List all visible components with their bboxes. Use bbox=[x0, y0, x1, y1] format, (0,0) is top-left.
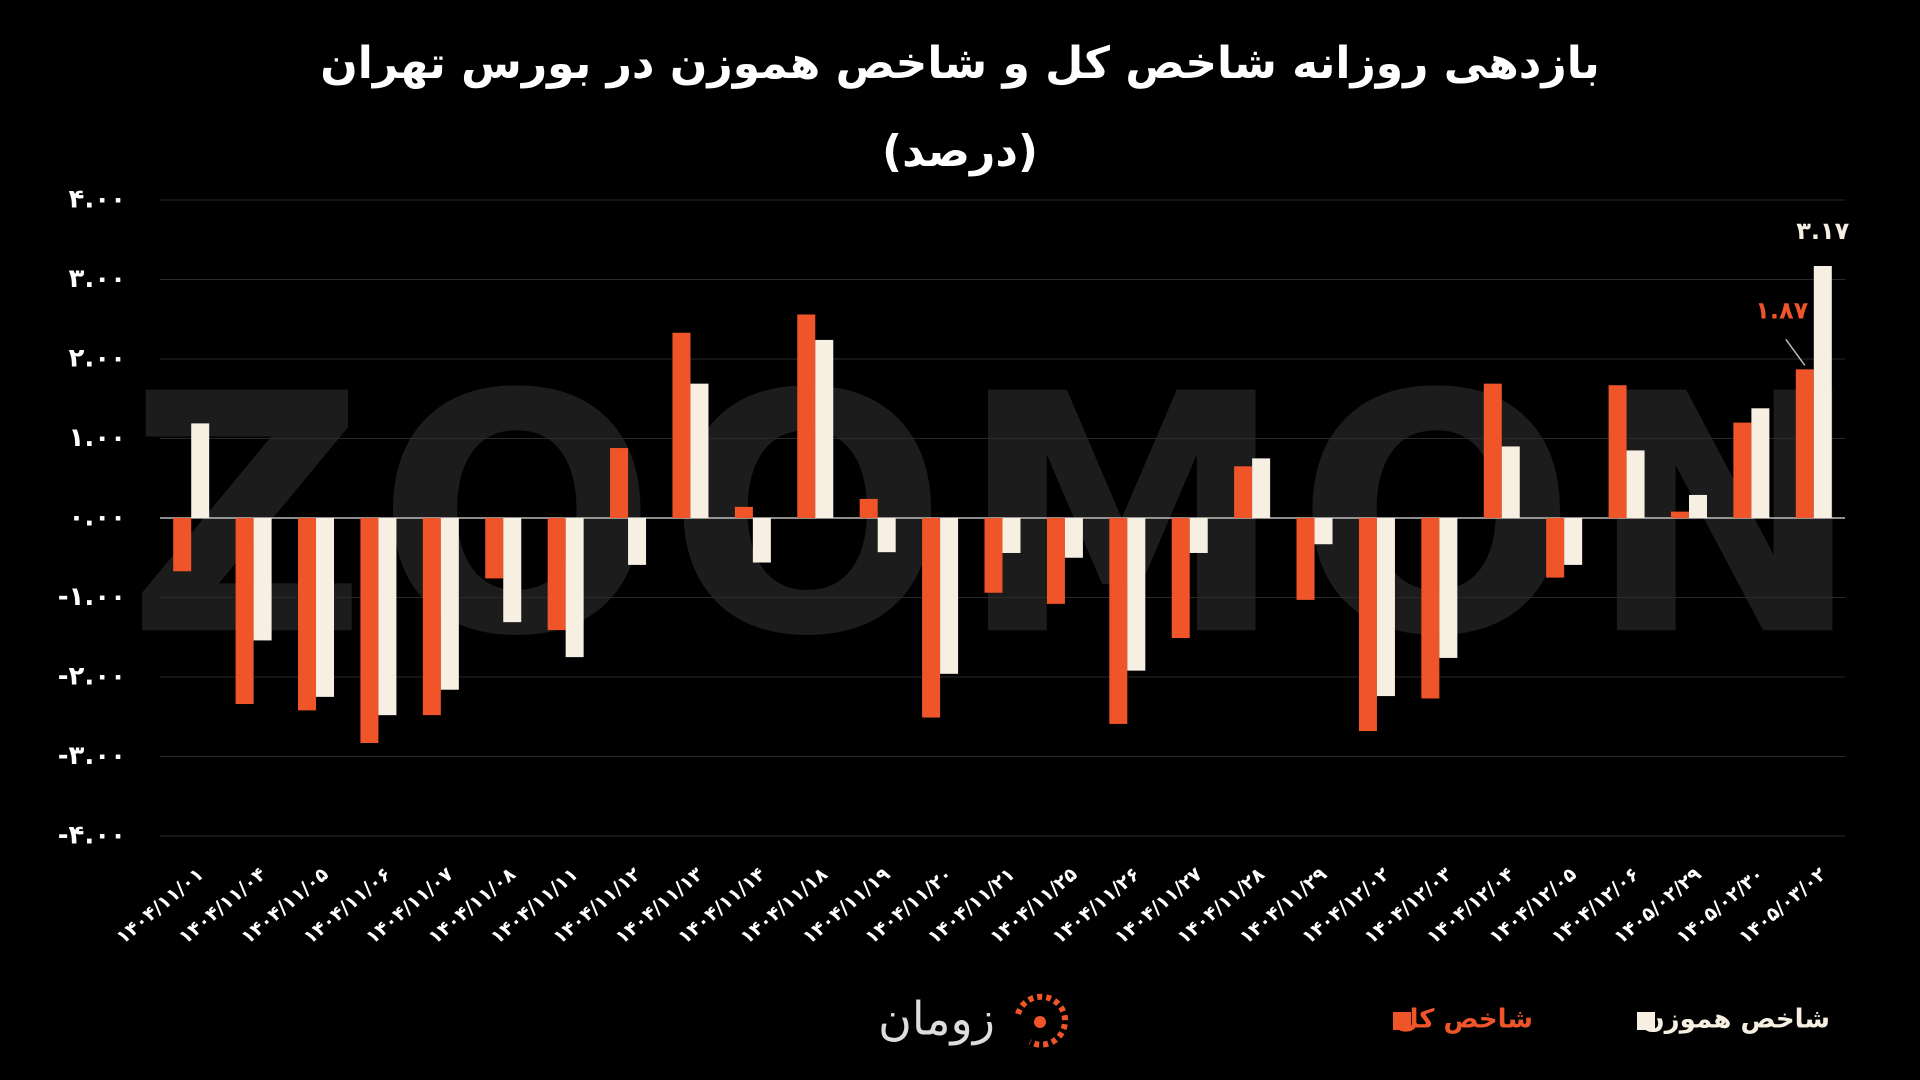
bar bbox=[984, 518, 1003, 593]
bar bbox=[422, 518, 441, 716]
bar bbox=[316, 518, 335, 697]
bar bbox=[1314, 518, 1333, 545]
bar bbox=[378, 518, 397, 716]
bar bbox=[1421, 518, 1440, 699]
bar bbox=[1189, 518, 1208, 553]
bar bbox=[1608, 385, 1627, 518]
bar bbox=[1501, 446, 1520, 518]
bar bbox=[859, 498, 878, 518]
bar bbox=[1252, 458, 1271, 518]
brand-icon bbox=[1015, 993, 1069, 1048]
y-tick-label: -۲.۰۰ bbox=[58, 662, 126, 692]
legend-label: شاخص کل bbox=[1396, 1005, 1533, 1035]
bar bbox=[191, 423, 210, 518]
bar bbox=[672, 332, 691, 518]
bar bbox=[1626, 450, 1645, 518]
bar bbox=[1795, 369, 1814, 518]
bar bbox=[752, 518, 771, 563]
bar bbox=[922, 518, 941, 718]
legend-swatch bbox=[1637, 1012, 1655, 1030]
bar bbox=[503, 518, 522, 623]
bar bbox=[1670, 511, 1689, 518]
bar bbox=[1813, 265, 1832, 518]
bar bbox=[1376, 518, 1395, 697]
bar bbox=[1296, 518, 1315, 600]
bar bbox=[1046, 518, 1065, 604]
y-tick-label: ۲.۰۰ bbox=[69, 344, 126, 374]
bar bbox=[877, 518, 896, 553]
bar bbox=[1564, 518, 1583, 565]
bar bbox=[1483, 383, 1502, 518]
legend-swatch bbox=[1393, 1012, 1411, 1030]
y-tick-label: -۱.۰۰ bbox=[58, 582, 126, 612]
bar bbox=[628, 518, 647, 565]
watermark: ZOOMON bbox=[127, 324, 1872, 708]
legend-label: شاخص هموزن bbox=[1642, 1005, 1830, 1035]
bar bbox=[565, 518, 584, 658]
bar bbox=[690, 383, 709, 518]
value-label: ۳.۱۷ bbox=[1796, 217, 1849, 245]
bar bbox=[298, 518, 317, 711]
y-tick-label: -۴.۰۰ bbox=[58, 821, 126, 851]
value-label: ۱.۸۷ bbox=[1755, 296, 1808, 324]
y-tick-label: ۴.۰۰ bbox=[69, 185, 126, 215]
bar bbox=[547, 518, 566, 631]
bar bbox=[360, 518, 379, 743]
bar bbox=[1002, 518, 1021, 553]
leader-line bbox=[1785, 338, 1806, 366]
y-tick-label: ۱.۰۰ bbox=[69, 423, 126, 453]
bar bbox=[485, 518, 504, 579]
bar bbox=[440, 518, 459, 690]
brand: زومان bbox=[878, 992, 995, 1047]
chart-title: بازدهی روزانه شاخص کل و شاخص هموزن در بو… bbox=[320, 38, 1600, 89]
y-tick-label: ۰.۰۰ bbox=[69, 503, 126, 533]
y-tick-label: -۳.۰۰ bbox=[58, 741, 126, 771]
bar bbox=[1751, 408, 1770, 518]
bar bbox=[1439, 518, 1458, 658]
bar bbox=[1358, 518, 1377, 732]
chart-subtitle: (درصد) bbox=[882, 126, 1038, 177]
y-tick-label: ۳.۰۰ bbox=[69, 264, 126, 294]
bar bbox=[173, 518, 192, 572]
bar bbox=[253, 518, 272, 641]
bar bbox=[1109, 518, 1128, 724]
bar bbox=[797, 314, 816, 518]
bar bbox=[610, 448, 629, 518]
bar bbox=[1688, 494, 1707, 518]
bar bbox=[1546, 518, 1565, 578]
bar bbox=[235, 518, 254, 705]
bar bbox=[940, 518, 959, 674]
bar bbox=[1733, 422, 1752, 518]
bar bbox=[734, 506, 753, 518]
bar bbox=[1234, 466, 1253, 518]
bar bbox=[1064, 518, 1083, 558]
bar bbox=[815, 339, 834, 518]
bar bbox=[1171, 518, 1190, 639]
bar bbox=[1127, 518, 1146, 671]
